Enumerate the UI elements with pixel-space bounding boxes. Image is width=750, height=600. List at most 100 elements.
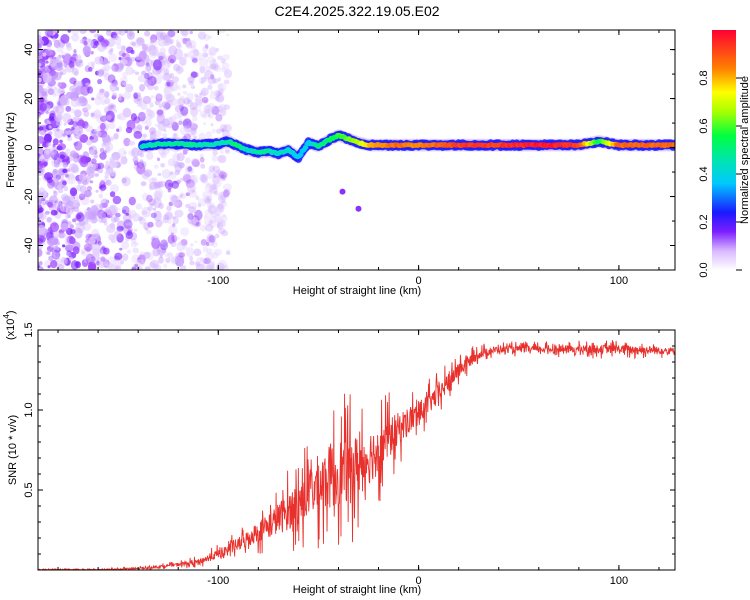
noise-speckle [66, 252, 72, 257]
noise-speckle [177, 162, 185, 169]
noise-speckle [125, 231, 134, 240]
noise-speckle [189, 40, 197, 49]
noise-speckle [109, 173, 116, 180]
noise-speckle [121, 205, 130, 215]
noise-speckle [206, 233, 214, 243]
noise-speckle [148, 198, 157, 206]
noise-speckle [209, 63, 217, 70]
noise-speckle [133, 263, 137, 268]
noise-speckle [176, 41, 182, 48]
noise-speckle [208, 165, 216, 173]
noise-speckle [103, 150, 108, 154]
noise-speckle [189, 30, 193, 35]
noise-speckle [219, 108, 227, 117]
noise-speckle [142, 95, 152, 105]
noise-speckle [56, 98, 65, 109]
noise-speckle [168, 116, 174, 121]
noise-speckle [167, 30, 176, 38]
noise-speckle [46, 141, 52, 147]
noise-speckle [111, 63, 120, 72]
noise-speckle [69, 224, 74, 229]
noise-speckle [211, 241, 218, 248]
noise-speckle [117, 208, 121, 211]
noise-speckle [98, 69, 105, 75]
noise-speckle [143, 251, 151, 259]
noise-speckle [164, 93, 172, 100]
noise-speckle [98, 261, 106, 268]
noise-speckle [115, 86, 120, 91]
noise-speckle [171, 235, 178, 243]
noise-speckle [38, 234, 45, 243]
noise-speckle [168, 45, 178, 56]
noise-speckle [216, 92, 225, 103]
noise-speckle [189, 260, 195, 266]
noise-speckle [48, 255, 54, 262]
noise-speckle [139, 152, 145, 158]
noise-speckle [104, 175, 109, 179]
noise-speckle [90, 256, 96, 262]
noise-speckle [50, 260, 58, 269]
noise-speckle [192, 116, 198, 122]
noise-speckle [221, 128, 225, 133]
noise-speckle [62, 133, 66, 137]
noise-speckle [178, 67, 185, 73]
noise-speckle [93, 154, 98, 159]
noise-speckle [105, 38, 115, 48]
noise-speckle [83, 222, 92, 231]
noise-speckle [199, 224, 207, 232]
noise-speckle [209, 93, 215, 100]
noise-speckle [163, 85, 171, 94]
noise-speckle [217, 191, 227, 203]
noise-speckle [55, 252, 61, 258]
noise-speckle [50, 209, 58, 216]
noise-speckle [63, 63, 68, 68]
noise-speckle [154, 192, 163, 201]
noise-speckle [116, 233, 124, 243]
snr-frame [37, 329, 676, 571]
noise-speckle [186, 183, 196, 195]
noise-speckle [65, 91, 75, 99]
noise-speckle [221, 200, 226, 204]
noise-speckle [38, 124, 41, 128]
noise-speckle [112, 34, 119, 40]
noise-speckle [136, 162, 146, 175]
noise-speckle [215, 217, 224, 225]
noise-speckle [38, 100, 44, 111]
noise-speckle [208, 202, 213, 208]
noise-speckle [79, 30, 87, 34]
noise-speckle [43, 152, 47, 157]
noise-speckle [162, 133, 168, 139]
noise-speckle [147, 206, 154, 211]
noise-speckle [145, 119, 152, 127]
noise-speckle [180, 30, 189, 36]
noise-speckle [203, 215, 207, 220]
noise-speckle [152, 196, 162, 209]
noise-speckle [206, 241, 210, 247]
noise-speckle [172, 132, 179, 141]
noise-speckle [124, 56, 133, 67]
noise-speckle [191, 215, 200, 226]
noise-speckle [209, 61, 214, 66]
noise-speckle [211, 62, 219, 71]
noise-speckle [111, 172, 116, 177]
noise-speckle [101, 40, 110, 47]
noise-speckle [198, 108, 202, 113]
noise-speckle [217, 202, 224, 210]
noise-speckle [38, 207, 44, 213]
noise-speckle [209, 52, 213, 56]
noise-speckle [158, 55, 164, 61]
noise-speckle [170, 240, 177, 248]
noise-speckle [117, 162, 122, 168]
noise-speckle [161, 118, 171, 127]
noise-speckle [122, 71, 128, 79]
noise-speckle [70, 150, 77, 158]
noise-speckle [178, 104, 184, 112]
noise-speckle [164, 36, 172, 42]
noise-speckle [201, 96, 209, 104]
noise-speckle [178, 252, 186, 258]
noise-speckle [205, 252, 214, 261]
noise-speckle [173, 63, 181, 72]
noise-speckle [223, 124, 232, 132]
noise-speckle [94, 131, 102, 138]
noise-speckle [215, 94, 225, 103]
